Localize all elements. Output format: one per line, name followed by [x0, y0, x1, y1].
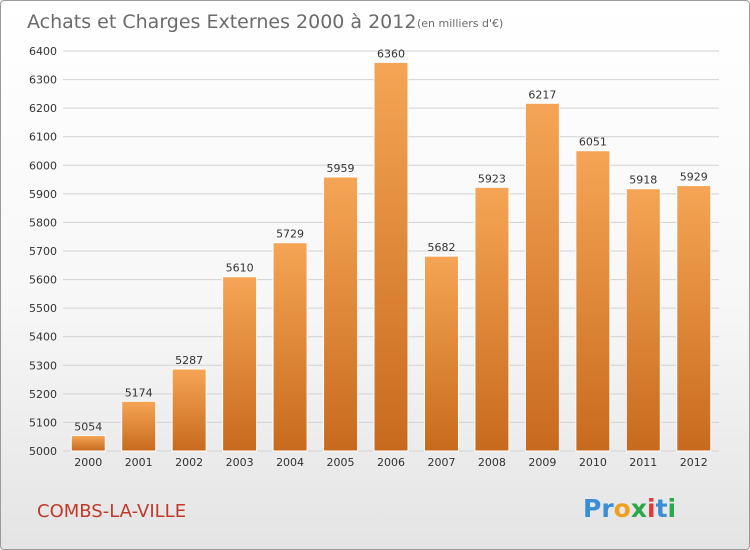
y-tick-label: 6400 — [29, 45, 57, 58]
value-label: 5174 — [125, 386, 153, 399]
bar-2009 — [524, 102, 560, 452]
location-name: COMBS-LA-VILLE — [37, 501, 186, 522]
y-tick-label: 5300 — [29, 359, 57, 372]
y-tick-label: 5700 — [29, 245, 57, 258]
y-axis-ticks: 5000 5100 5200 5300 5400 5500 5600 5700 5800 5900… — [29, 45, 57, 458]
logo-letter: r — [601, 494, 614, 523]
value-label: 5729 — [276, 228, 304, 241]
x-tick-label: 2005 — [327, 456, 355, 469]
value-label: 5610 — [226, 262, 254, 275]
value-label: 6051 — [579, 136, 607, 149]
value-label: 5287 — [175, 354, 203, 367]
logo-letter: x — [631, 494, 647, 523]
value-label: 5682 — [427, 241, 455, 254]
value-label: 5918 — [629, 174, 657, 187]
logo-letter: i — [668, 494, 677, 523]
y-tick-label: 6300 — [29, 74, 57, 87]
y-tick-label: 5000 — [29, 445, 57, 458]
y-tick-label: 6100 — [29, 131, 57, 144]
logo-letter: t — [656, 494, 668, 523]
bar-2007 — [423, 255, 459, 452]
bar-2005 — [323, 176, 359, 452]
x-tick-label: 2010 — [579, 456, 607, 469]
x-tick-label: 2003 — [226, 456, 254, 469]
bars — [70, 61, 712, 452]
bar-2010 — [575, 150, 611, 452]
value-label: 6217 — [528, 88, 556, 101]
bar-2012 — [676, 185, 712, 452]
bar-2002 — [171, 368, 207, 452]
value-label: 5929 — [680, 171, 708, 184]
y-tick-label: 5400 — [29, 331, 57, 344]
y-tick-label: 6200 — [29, 102, 57, 115]
chart-title-group: Achats et Charges Externes 2000 à 2012 (… — [27, 11, 503, 33]
value-label: 5923 — [478, 172, 506, 185]
x-tick-label: 2001 — [125, 456, 153, 469]
x-tick-label: 2012 — [680, 456, 708, 469]
x-tick-label: 2002 — [175, 456, 203, 469]
y-tick-label: 5200 — [29, 388, 57, 401]
value-label: 6360 — [377, 47, 405, 60]
x-tick-label: 2008 — [478, 456, 506, 469]
y-tick-label: 5600 — [29, 274, 57, 287]
x-axis-ticks: 2000 2001 2002 2003 2004 2005 2006 2007 2008 2009… — [74, 456, 708, 469]
bar-2008 — [474, 186, 510, 452]
value-label: 5054 — [74, 421, 102, 434]
chart-title: Achats et Charges Externes 2000 à 2012 — [27, 11, 416, 33]
x-tick-label: 2006 — [377, 456, 405, 469]
x-tick-label: 2011 — [629, 456, 657, 469]
y-tick-label: 6000 — [29, 159, 57, 172]
y-tick-label: 5500 — [29, 302, 57, 315]
logo-letter: i — [647, 494, 656, 523]
x-tick-label: 2009 — [528, 456, 556, 469]
chart-subtitle: (en milliers d'€) — [417, 17, 503, 30]
bar-2000 — [70, 435, 106, 452]
bar-2006 — [373, 61, 409, 452]
x-tick-label: 2007 — [427, 456, 455, 469]
y-tick-label: 5800 — [29, 216, 57, 229]
y-tick-label: 5100 — [29, 416, 57, 429]
proxiti-logo: Proxiti — [583, 494, 676, 523]
bar-2011 — [625, 188, 661, 452]
bar-2004 — [272, 242, 308, 452]
bar-2001 — [121, 400, 157, 452]
value-labels: 5054 5174 5287 5610 5729 5959 6360 5682 5923 6217… — [74, 47, 708, 433]
x-tick-label: 2000 — [74, 456, 102, 469]
y-tick-label: 5900 — [29, 188, 57, 201]
logo-letter: o — [614, 494, 631, 523]
value-label: 5959 — [327, 162, 355, 175]
logo-letter: P — [583, 494, 601, 523]
x-tick-label: 2004 — [276, 456, 304, 469]
bar-2003 — [222, 276, 258, 452]
